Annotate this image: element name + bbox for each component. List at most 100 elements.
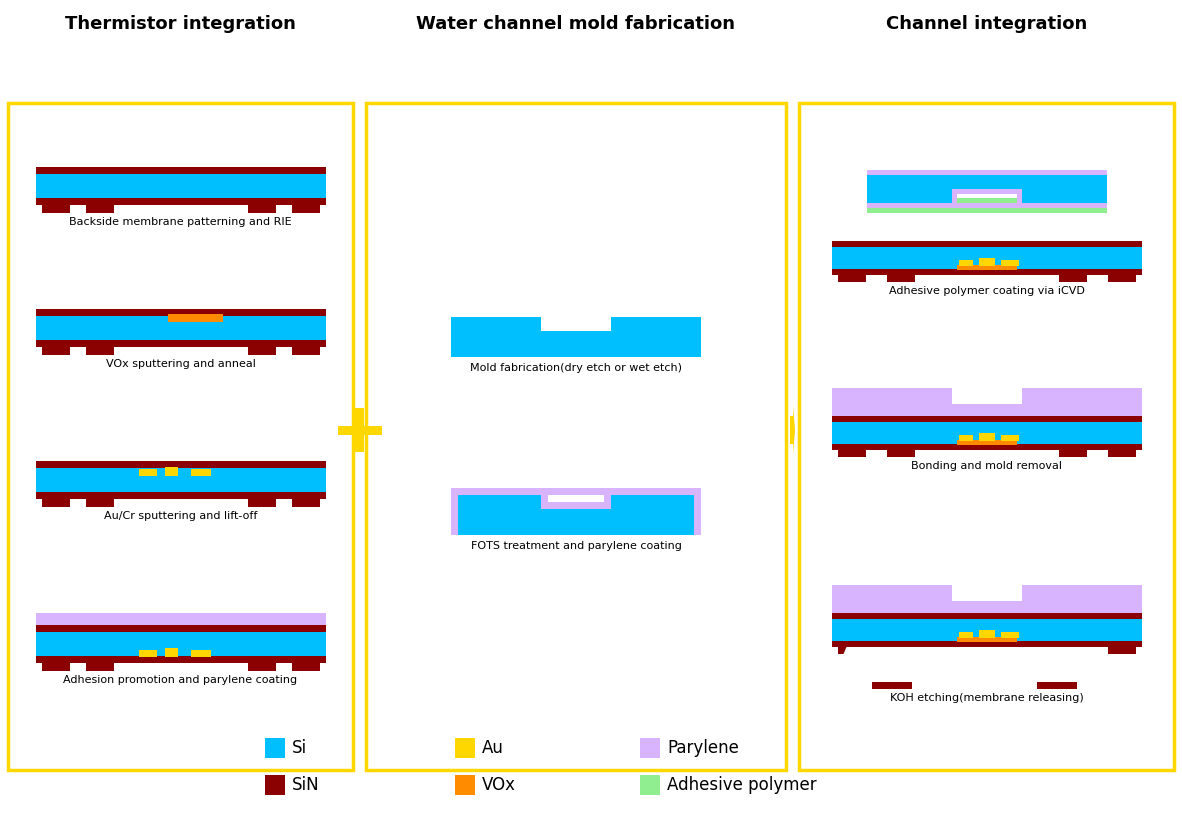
Bar bbox=[41, 663, 70, 671]
Bar bbox=[838, 647, 865, 654]
Bar bbox=[952, 189, 956, 203]
Bar bbox=[866, 203, 1106, 208]
Bar bbox=[866, 175, 1106, 203]
Bar bbox=[1000, 260, 1019, 266]
Bar bbox=[956, 189, 1017, 194]
Bar bbox=[452, 495, 457, 535]
Bar bbox=[265, 775, 285, 795]
Bar bbox=[292, 347, 319, 355]
Bar bbox=[979, 630, 994, 638]
Text: Au: Au bbox=[482, 739, 504, 757]
Bar bbox=[85, 499, 113, 507]
Bar bbox=[956, 637, 1017, 642]
Text: Mold fabrication(dry etch or wet etch): Mold fabrication(dry etch or wet etch) bbox=[470, 363, 682, 373]
Bar bbox=[831, 585, 1142, 613]
Bar bbox=[1108, 275, 1136, 282]
Bar bbox=[35, 340, 325, 347]
Text: Parylene: Parylene bbox=[667, 739, 739, 757]
Bar bbox=[190, 650, 210, 657]
Bar bbox=[164, 467, 177, 476]
Bar bbox=[35, 625, 325, 632]
Bar bbox=[292, 663, 319, 671]
Bar bbox=[85, 663, 113, 671]
Bar bbox=[41, 205, 70, 213]
Bar bbox=[1017, 189, 1021, 203]
Bar bbox=[247, 205, 275, 213]
Bar bbox=[1059, 647, 1086, 654]
Bar bbox=[952, 189, 1021, 203]
Text: Adhesion promotion and parylene coating: Adhesion promotion and parylene coating bbox=[64, 675, 298, 685]
Bar bbox=[35, 309, 325, 316]
Bar bbox=[548, 502, 604, 509]
Bar bbox=[831, 416, 1142, 450]
Bar bbox=[952, 585, 1021, 601]
Bar bbox=[831, 641, 1142, 647]
Bar bbox=[292, 205, 319, 213]
Bar bbox=[35, 613, 325, 625]
Bar bbox=[452, 495, 701, 535]
Bar bbox=[41, 347, 70, 355]
Bar bbox=[247, 663, 275, 671]
Bar bbox=[355, 408, 364, 452]
Bar bbox=[455, 738, 475, 758]
Text: Channel integration: Channel integration bbox=[885, 15, 1087, 33]
Bar bbox=[831, 241, 1142, 275]
Bar bbox=[831, 388, 1142, 416]
Text: FOTS treatment and parylene coating: FOTS treatment and parylene coating bbox=[470, 541, 682, 551]
Bar bbox=[956, 440, 1017, 445]
Bar bbox=[952, 388, 1021, 404]
Text: Backside membrane patterning and RIE: Backside membrane patterning and RIE bbox=[70, 217, 292, 227]
Bar bbox=[541, 495, 548, 509]
Bar bbox=[190, 469, 210, 476]
Bar bbox=[247, 499, 275, 507]
Text: KOH etching(membrane releasing): KOH etching(membrane releasing) bbox=[890, 693, 1084, 703]
Bar bbox=[452, 317, 701, 357]
Bar bbox=[138, 469, 156, 476]
Bar bbox=[1000, 632, 1019, 638]
Bar bbox=[35, 492, 325, 499]
Text: Adhesive polymer: Adhesive polymer bbox=[667, 776, 817, 794]
Bar bbox=[886, 275, 915, 282]
Polygon shape bbox=[790, 405, 795, 455]
Bar bbox=[247, 347, 275, 355]
Bar bbox=[366, 103, 786, 770]
Bar bbox=[1108, 450, 1136, 457]
Bar bbox=[85, 205, 113, 213]
Text: VOx sputtering and anneal: VOx sputtering and anneal bbox=[105, 359, 255, 369]
Bar bbox=[831, 444, 1142, 450]
Bar bbox=[639, 775, 660, 795]
Bar bbox=[85, 347, 113, 355]
Bar bbox=[35, 656, 325, 663]
Bar bbox=[838, 450, 865, 457]
Bar bbox=[35, 309, 325, 347]
Bar bbox=[35, 167, 325, 205]
Polygon shape bbox=[996, 647, 1117, 682]
Text: Water channel mold fabrication: Water channel mold fabrication bbox=[416, 15, 735, 33]
Text: VOx: VOx bbox=[482, 776, 517, 794]
Text: Bonding and mold removal: Bonding and mold removal bbox=[911, 461, 1061, 471]
Bar bbox=[541, 495, 611, 509]
Bar bbox=[831, 269, 1142, 275]
Bar bbox=[959, 435, 973, 441]
Bar bbox=[639, 738, 660, 758]
Bar bbox=[452, 488, 701, 495]
Bar bbox=[956, 265, 1017, 270]
Bar bbox=[35, 625, 325, 663]
Text: Au/Cr sputtering and lift-off: Au/Cr sputtering and lift-off bbox=[104, 511, 258, 521]
Bar bbox=[265, 738, 285, 758]
Bar bbox=[35, 167, 325, 174]
Bar bbox=[168, 314, 223, 322]
Bar bbox=[1000, 435, 1019, 441]
Bar bbox=[838, 275, 865, 282]
Bar bbox=[164, 648, 177, 657]
Text: Thermistor integration: Thermistor integration bbox=[65, 15, 296, 33]
Bar bbox=[831, 241, 1142, 247]
Bar bbox=[541, 317, 611, 331]
Text: Adhesive polymer coating via iCVD: Adhesive polymer coating via iCVD bbox=[889, 286, 1084, 296]
Bar bbox=[1108, 647, 1136, 654]
Bar bbox=[831, 416, 1142, 422]
Bar bbox=[694, 495, 701, 535]
Bar bbox=[886, 647, 915, 654]
Bar bbox=[866, 170, 1106, 175]
Bar bbox=[959, 632, 973, 638]
